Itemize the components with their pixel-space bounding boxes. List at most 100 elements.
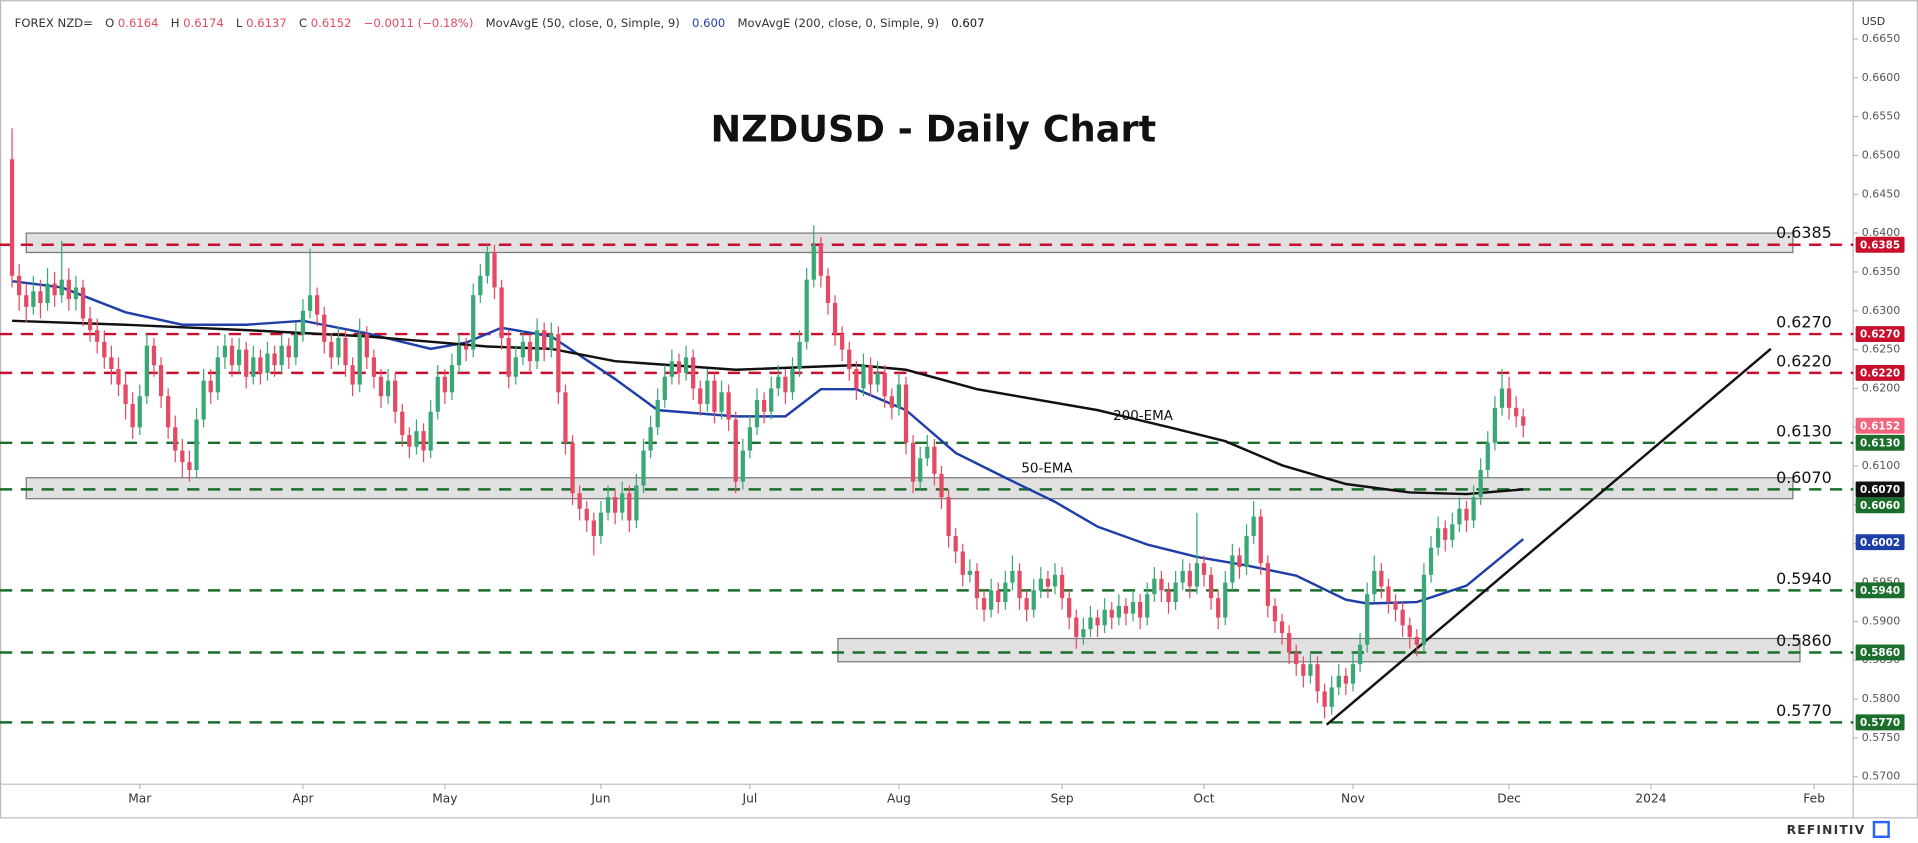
- price-badge-label: 0.6130: [1860, 437, 1900, 449]
- candle-body: [471, 295, 476, 350]
- candle-body: [364, 334, 369, 358]
- x-tick-label: Jul: [742, 791, 758, 805]
- x-tick-label: Nov: [1341, 791, 1365, 805]
- candle-body: [790, 369, 795, 393]
- y-tick-label: 0.6450: [1862, 187, 1901, 200]
- candle-body: [265, 353, 270, 373]
- candle-body: [1485, 442, 1490, 470]
- candle-body: [1223, 582, 1228, 618]
- y-tick-label: 0.6200: [1862, 381, 1901, 394]
- quote-item: L: [236, 16, 243, 30]
- x-tick-label: Aug: [887, 791, 911, 805]
- candle-body: [1308, 664, 1313, 676]
- candle-body: [215, 357, 220, 393]
- candle-body: [1230, 555, 1235, 583]
- candle-body: [1400, 609, 1405, 626]
- candle-body: [1279, 621, 1285, 634]
- quote-item: MovAvgE (50, close, 0, Simple, 9): [486, 16, 680, 30]
- price-badge-label: 0.6220: [1860, 368, 1900, 380]
- quote-item: 0.607: [951, 16, 984, 30]
- quote-item: C: [299, 16, 307, 30]
- candle-body: [1145, 594, 1150, 618]
- candle-body: [1499, 388, 1505, 408]
- candle-body: [1152, 578, 1157, 595]
- candle-body: [932, 446, 937, 474]
- y-tick-label: 0.6550: [1862, 110, 1901, 123]
- y-tick-label: 0.6350: [1862, 265, 1901, 278]
- x-tick-label: Feb: [1803, 791, 1825, 805]
- candle-body: [1208, 574, 1214, 599]
- price-badge-label: 0.6070: [1860, 484, 1900, 496]
- candle-body: [428, 411, 433, 451]
- candle-body: [861, 365, 866, 389]
- candle-body: [449, 365, 455, 393]
- candle-body: [208, 380, 213, 393]
- candle-body: [201, 380, 206, 420]
- candle-body: [570, 442, 575, 494]
- y-tick-label: 0.6100: [1862, 459, 1901, 472]
- candle-body: [1450, 524, 1455, 540]
- currency-label: USD: [1862, 15, 1886, 28]
- ema-label: 50-EMA: [1021, 462, 1073, 477]
- candle-body: [80, 287, 86, 319]
- candle-body: [343, 337, 348, 366]
- candle-body: [421, 431, 426, 451]
- candle-body: [520, 341, 526, 358]
- y-tick-label: 0.6600: [1862, 71, 1901, 84]
- price-badge-label: 0.5940: [1860, 585, 1900, 597]
- candle-body: [1010, 570, 1015, 583]
- candle-body: [1187, 570, 1192, 587]
- y-tick-label: 0.5800: [1862, 692, 1901, 705]
- candle-body: [1024, 598, 1029, 610]
- candle-body: [499, 287, 504, 338]
- candle-body: [811, 244, 816, 280]
- price-badge-label: 0.6060: [1860, 500, 1900, 512]
- candle-body: [357, 334, 362, 385]
- price-badge-label: 0.6270: [1860, 329, 1900, 341]
- candle-body: [676, 361, 682, 373]
- candle-body: [329, 341, 334, 358]
- candle-body: [1514, 407, 1519, 417]
- candle-body: [1272, 605, 1278, 622]
- candle-body: [1379, 570, 1384, 587]
- level-label: 0.5770: [1776, 701, 1832, 720]
- candle-body: [825, 275, 831, 303]
- trendline: [1325, 347, 1772, 726]
- price-badge: [1855, 644, 1905, 661]
- candle-body: [804, 279, 809, 342]
- candle-body: [95, 330, 100, 342]
- candle-body: [1315, 664, 1320, 692]
- y-tick-label: 0.5700: [1862, 770, 1901, 783]
- candle-body: [1464, 508, 1469, 521]
- quote-item: 0.6137: [246, 16, 287, 30]
- candle-body: [1265, 563, 1270, 606]
- x-tick-label: Sep: [1051, 791, 1074, 805]
- quote-item: 0.600: [692, 16, 725, 30]
- candle-body: [38, 291, 43, 303]
- x-tick-label: Dec: [1497, 791, 1521, 805]
- candle-body: [627, 493, 632, 521]
- candle-body: [73, 287, 79, 300]
- candle-body: [492, 252, 497, 288]
- candle-body: [903, 384, 909, 443]
- candle-body: [1414, 636, 1419, 645]
- candle-body: [222, 345, 228, 358]
- candle-body: [144, 345, 149, 397]
- candle-body: [563, 392, 568, 443]
- price-badge-label: 0.5860: [1860, 647, 1900, 659]
- candle-body: [336, 337, 341, 358]
- x-tick-label: Oct: [1193, 791, 1214, 805]
- candle-body: [634, 485, 639, 521]
- candle-body: [279, 345, 284, 366]
- candle-body: [1421, 574, 1427, 645]
- candle-body: [1407, 625, 1412, 637]
- candle-body: [244, 349, 249, 377]
- candle-body: [1095, 617, 1100, 626]
- candle-body: [293, 334, 298, 358]
- candle-body: [854, 369, 859, 389]
- candle-body: [1251, 516, 1256, 536]
- candle-body: [1017, 570, 1022, 599]
- candle-body: [556, 334, 561, 393]
- x-tick-label: Apr: [292, 791, 314, 805]
- zone: [25, 232, 1794, 254]
